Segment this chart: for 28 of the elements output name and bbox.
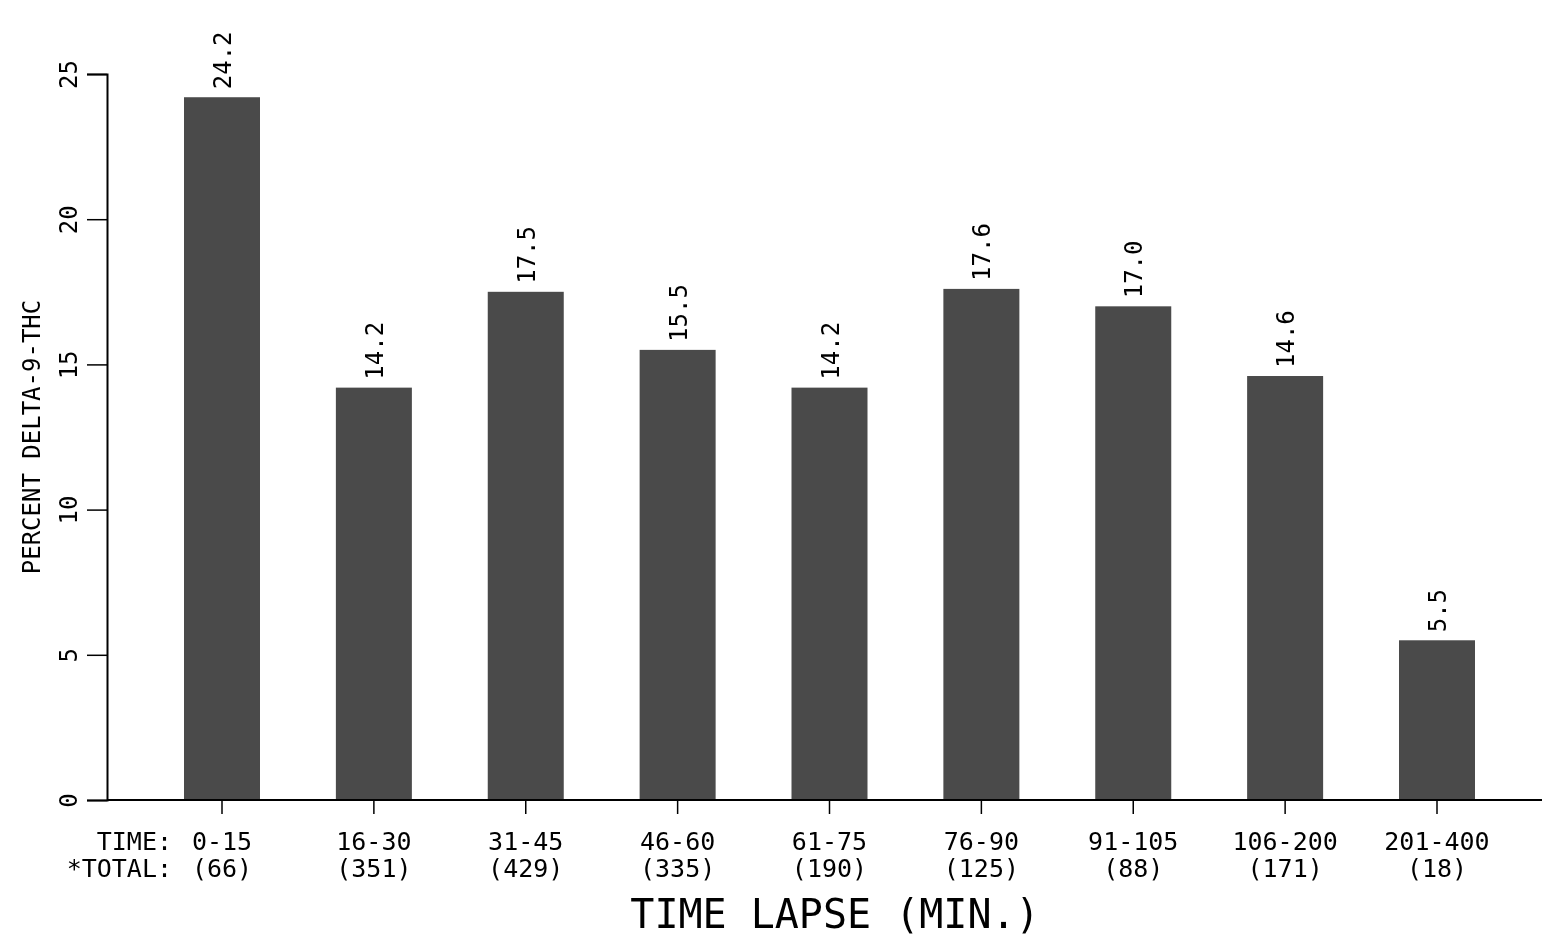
y-tick-label: 25 <box>55 60 83 89</box>
x-tick-label: 61-75 (190) <box>791 827 868 883</box>
x-tick-label: 46-60 (335) <box>639 827 716 883</box>
data-label: 14.2 <box>360 321 389 380</box>
x-tick-label: 106-200 (171) <box>1232 827 1338 883</box>
x-tick-label: 16-30 (351) <box>336 827 412 883</box>
y-tick-label: 10 <box>55 495 83 525</box>
data-label: 17.6 <box>968 223 997 281</box>
x-tick-label: 76-90 (125) <box>943 827 1020 883</box>
x-tick-label: 201-400 (18) <box>1384 827 1490 883</box>
x-tick-label: 91-105 (88) <box>1088 827 1179 883</box>
data-label: 14.2 <box>816 321 845 380</box>
x-axis-title: TIME LAPSE (MIN.) <box>630 891 1040 936</box>
data-label: 15.5 <box>664 284 693 342</box>
y-tick-label: 20 <box>55 205 83 235</box>
x-tick-label: 31-45 (429) <box>488 827 564 883</box>
y-axis-title: PERCENT DELTA-9-THC <box>18 299 46 575</box>
y-tick-label: 15 <box>55 350 83 380</box>
data-label: 17.5 <box>512 226 541 284</box>
y-tick-label: 5 <box>55 648 83 663</box>
data-label: 24.2 <box>209 31 237 90</box>
data-label: 5.5 <box>1424 588 1452 633</box>
text: TIME: <box>96 827 172 856</box>
data-label: 17.0 <box>1120 240 1149 299</box>
y-tick-label: 0 <box>55 793 83 808</box>
text: *TOTAL: <box>66 854 172 883</box>
data-label: 14.6 <box>1272 310 1301 369</box>
x-tick-label: 0-15 (66) <box>191 827 253 883</box>
